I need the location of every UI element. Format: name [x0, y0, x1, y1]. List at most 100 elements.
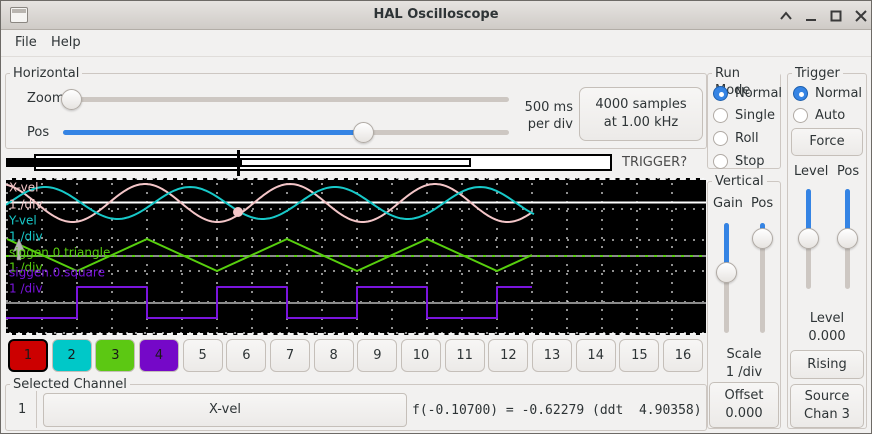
shade-button[interactable] [777, 8, 795, 23]
trigger-group: Trigger [787, 65, 867, 429]
zoom-slider-track[interactable] [63, 97, 509, 102]
window-title: HAL Oscilloscope [373, 7, 499, 22]
channel-button-8[interactable]: 8 [313, 339, 354, 372]
trigger-point-marker [233, 207, 243, 217]
scope-channel-scale-label: 1 /div [9, 261, 43, 275]
minimize-button[interactable] [802, 8, 820, 23]
vertical-label: Vertical [712, 173, 767, 190]
trigger-level-slider-handle[interactable] [798, 228, 819, 249]
run-mode-option-label: Single [735, 108, 775, 124]
run-mode-radio-unselected[interactable] [713, 130, 728, 146]
pos-slider-handle[interactable] [353, 122, 374, 143]
run-mode-single[interactable]: Single [713, 107, 775, 125]
trigger-mode-option-label: Auto [815, 108, 846, 124]
channel-button-5[interactable]: 5 [182, 339, 223, 372]
close-button[interactable] [852, 8, 870, 23]
trigger-level-col-label: Level [794, 164, 829, 179]
pos-slider-fill [63, 130, 363, 135]
channel-button-6[interactable]: 6 [226, 339, 267, 372]
trigger-source-button[interactable]: Source Chan 3 [790, 384, 864, 428]
channel-button-7[interactable]: 7 [270, 339, 311, 372]
run-mode-radio-unselected[interactable] [713, 153, 728, 169]
timebase-readout: 500 ms per div [524, 100, 573, 132]
channel-name-button[interactable]: X-vel [43, 393, 407, 427]
horizontal-group: Horizontal [5, 65, 707, 149]
gain-slider-fill [724, 223, 729, 273]
run-mode-option-label: Roll [735, 130, 759, 146]
menubar: File Help [1, 29, 871, 57]
selected-channel-label: Selected Channel [10, 376, 130, 393]
scope-channel-name-label: Y-vel [8, 214, 37, 228]
trace-X-vel [6, 183, 533, 223]
trace-siggen.0.square [6, 286, 532, 319]
scope-display: X-vel 1 /div Y-vel 1 /div siggen.0.triangle 1… [6, 178, 706, 335]
record-view-window[interactable] [240, 158, 471, 167]
trigger-edge-button[interactable]: Rising [790, 350, 864, 379]
channel-button-1[interactable]: 1 [8, 339, 48, 372]
scale-readout: Scale 1 /div [725, 347, 763, 380]
scope-channel-name-label: X-vel [9, 181, 38, 195]
run-mode-option-label: Stop [735, 153, 765, 169]
vertical-group: Vertical [707, 173, 781, 429]
channel-button-4[interactable]: 4 [139, 339, 179, 372]
selected-channel-divider [36, 391, 37, 428]
vertical-pos-slider-handle[interactable] [752, 228, 773, 249]
titlebar: HAL Oscilloscope [1, 1, 871, 30]
gain-slider-label: Gain [713, 196, 743, 211]
force-button[interactable]: Force [791, 128, 863, 156]
trigger-mode-radio-unselected[interactable] [793, 108, 808, 124]
trigger-status-label: TRIGGER? [622, 155, 688, 170]
selected-channel-group: Selected Channel [5, 376, 707, 431]
scope-channel-scale-label: 1 /div [9, 198, 43, 212]
run-mode-radio-unselected[interactable] [713, 108, 728, 124]
scope-channel-scale-label: 1 /div [9, 282, 43, 296]
trigger-mode-radio-selected[interactable] [793, 85, 808, 101]
channel-button-14[interactable]: 14 [575, 339, 616, 372]
horizontal-group-label: Horizontal [10, 65, 83, 82]
selected-channel-number: 1 [18, 402, 27, 417]
trace-siggen.0.triangle [6, 238, 533, 272]
vertical-pos-slider-track[interactable] [760, 223, 765, 333]
run-mode-radio-selected[interactable] [713, 85, 728, 101]
run-mode-roll[interactable]: Roll [713, 129, 759, 147]
scope-channel-scale-label: 1 /div [9, 230, 43, 244]
trigger-pos-col-label: Pos [837, 164, 860, 179]
zoom-slider-label: Zoom [27, 91, 65, 106]
pos-slider-label: Pos [27, 125, 50, 140]
channel-button-3[interactable]: 3 [95, 339, 136, 372]
cursor-arrow-icon [12, 238, 26, 261]
gain-slider-handle[interactable] [716, 262, 737, 283]
run-mode-normal[interactable]: Normal [713, 84, 782, 102]
offset-button[interactable]: Offset 0.000 [709, 382, 779, 428]
run-mode-option-label: Normal [735, 85, 783, 101]
channel-button-2[interactable]: 2 [51, 339, 92, 372]
trigger-mode-option-label: Normal [815, 85, 863, 101]
channel-button-16[interactable]: 16 [663, 339, 704, 372]
scope-channel-name-label: siggen.0.triangle [9, 246, 110, 260]
trigger-position-tick [237, 150, 240, 176]
channel-button-12[interactable]: 12 [488, 339, 529, 372]
trigger-pos-slider-handle[interactable] [837, 228, 858, 249]
trigger-mode-auto[interactable]: Auto [793, 107, 845, 125]
vertical-pos-slider-label: Pos [751, 196, 774, 211]
menu-file[interactable]: File [15, 35, 37, 50]
zoom-slider-handle[interactable] [61, 89, 82, 110]
run-mode-stop[interactable]: Stop [713, 152, 765, 170]
channel-button-10[interactable]: 10 [401, 339, 442, 372]
trigger-level-slider-fill [806, 189, 811, 239]
trigger-label: Trigger [792, 65, 843, 82]
record-filled-bar [6, 158, 238, 167]
maximize-button[interactable] [827, 8, 845, 23]
app-icon [10, 7, 28, 23]
channel-value-readout: f(-0.10700) = -0.62279 (ddt 4.90358) [412, 403, 702, 418]
trigger-mode-normal[interactable]: Normal [793, 84, 862, 102]
channel-button-11[interactable]: 11 [444, 339, 485, 372]
channel-button-15[interactable]: 15 [619, 339, 660, 372]
channel-button-13[interactable]: 13 [532, 339, 573, 372]
menu-help[interactable]: Help [51, 35, 81, 50]
trigger-level-readout: Level 0.000 [808, 311, 846, 344]
samples-button[interactable]: 4000 samples at 1.00 kHz [579, 87, 703, 141]
channel-button-9[interactable]: 9 [357, 339, 398, 372]
